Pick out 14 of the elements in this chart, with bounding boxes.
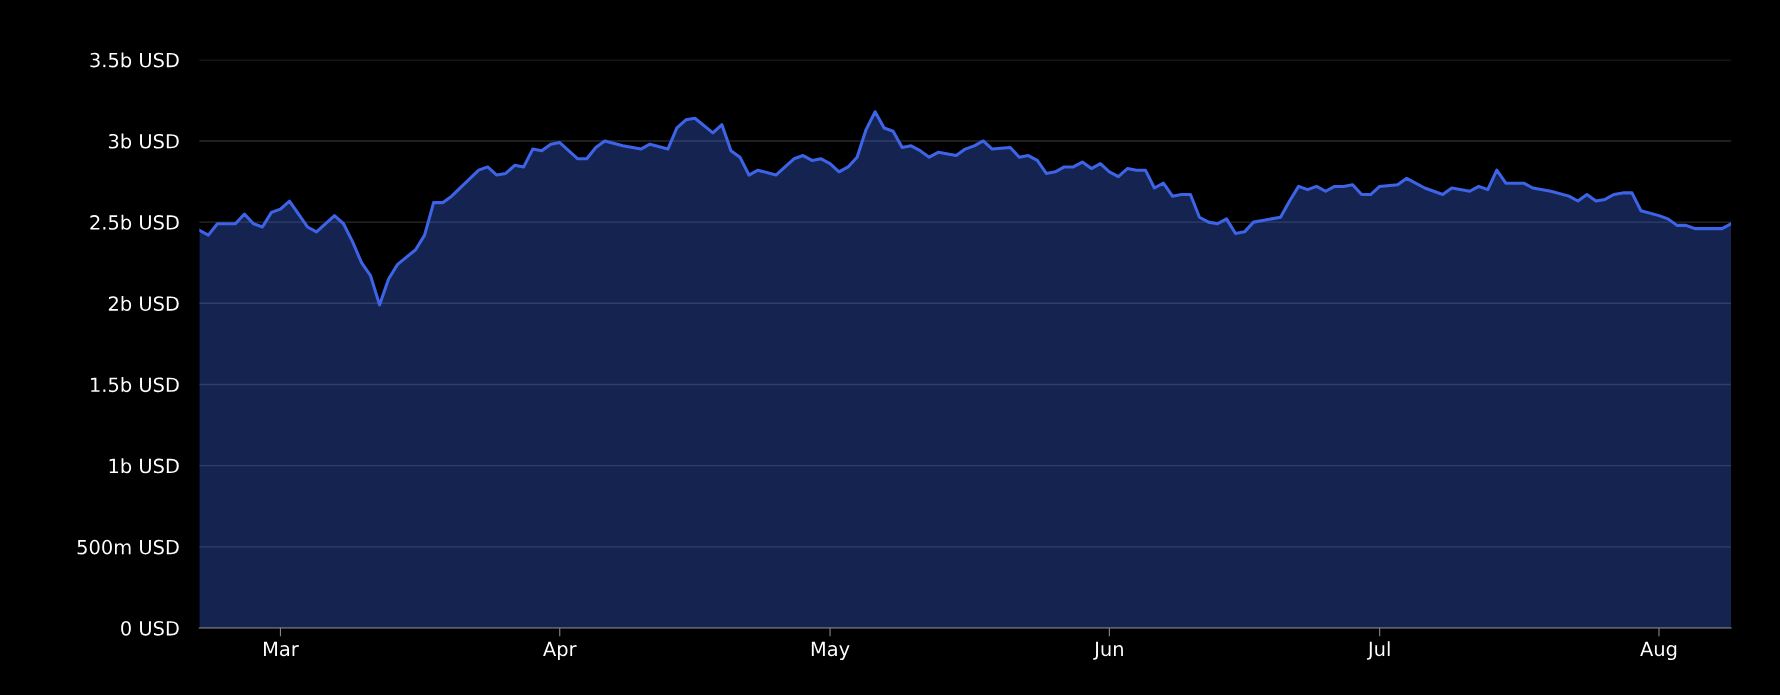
y-tick-label: 2.5b USD [90,214,179,230]
y-tick-label: 1b USD [109,458,179,474]
y-tick-label: 1.5b USD [91,377,179,393]
x-tick-label: Aug [1640,641,1677,661]
y-tick-label: 500m USD [77,539,179,555]
y-tick-label: 3b USD [108,133,179,149]
y-tick-label: 0 USD [121,620,179,636]
x-tick-label: May [811,641,850,661]
x-tick-label: Jul [1366,641,1390,660]
y-tick-label: 2b USD [108,295,179,311]
x-tick-label: Mar [264,641,299,657]
x-tick-label: Apr [543,641,577,661]
y-tick-label: 3.5b USD [90,52,179,68]
x-tick-label: Jun [1093,641,1123,660]
